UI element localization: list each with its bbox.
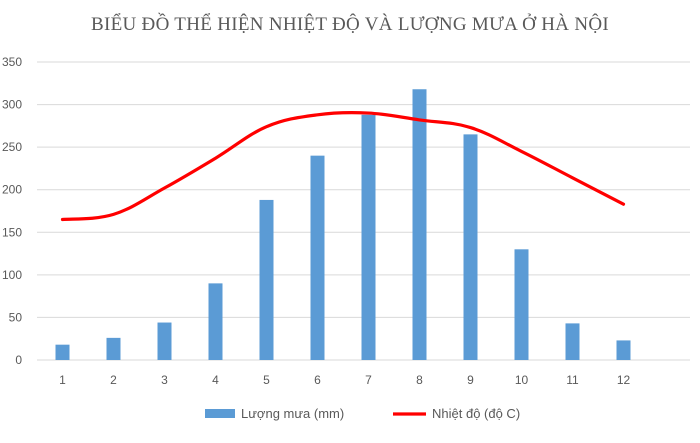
y-tick-label: 250 [2,140,22,154]
legend-swatch-bar [205,409,235,418]
y-tick-label: 300 [2,98,22,112]
bar-luong-mua [361,114,376,360]
bar-luong-mua [463,134,478,360]
bar-series [55,89,631,360]
bar-luong-mua [259,199,274,360]
legend-label-bar: Lượng mưa (mm) [241,406,344,421]
bar-luong-mua [310,155,325,360]
bar-luong-mua [616,340,631,360]
x-tick-label: 10 [515,373,529,387]
chart-title: BIỂU ĐỒ THỂ HIỆN NHIỆT ĐỘ VÀ LƯỢNG MƯA Ở… [90,14,610,35]
x-tick-label: 5 [263,373,270,387]
x-tick-label: 7 [365,373,372,387]
y-tick-label: 150 [2,225,22,239]
y-tick-label: 200 [2,183,22,197]
y-tick-label: 100 [2,268,22,282]
x-tick-label: 12 [617,373,631,387]
legend-label-line: Nhiệt độ (độ C) [432,406,520,421]
x-tick-label: 8 [416,373,423,387]
bar-luong-mua [412,89,427,360]
x-tick-label: 9 [467,373,474,387]
bar-luong-mua [55,344,70,360]
x-tick-label: 1 [59,373,66,387]
x-tick-label: 6 [314,373,321,387]
bar-luong-mua [514,249,529,360]
y-tick-label: 350 [2,55,22,69]
x-tick-label: 11 [566,373,579,387]
legend: Lượng mưa (mm) Nhiệt độ (độ C) [205,406,520,421]
line-series [60,110,626,222]
y-tick-label: 0 [15,353,22,367]
bar-luong-mua [157,322,172,360]
line-nhiet-do [60,110,626,222]
y-tick-label: 50 [9,310,23,324]
bar-luong-mua [208,283,223,360]
x-tick-label: 3 [161,373,168,387]
x-tick-label: 2 [110,373,117,387]
bar-luong-mua [565,323,580,360]
bar-luong-mua [106,337,121,360]
x-tick-label: 4 [212,373,219,387]
